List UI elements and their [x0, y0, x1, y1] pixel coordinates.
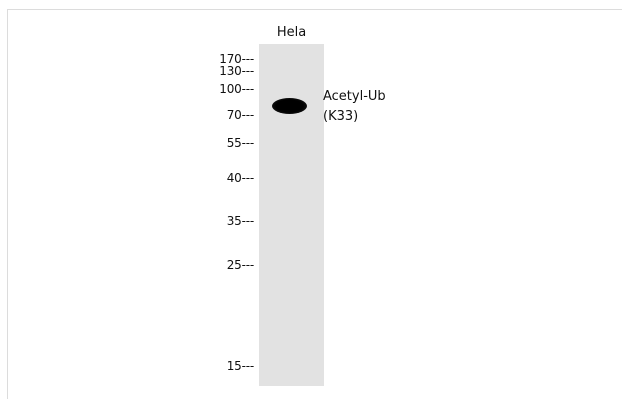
marker-40: 40--- [226, 171, 254, 185]
target-name: Acetyl-Ub [323, 89, 386, 104]
marker-100: 100--- [219, 82, 254, 96]
marker-70: 70--- [226, 108, 254, 122]
marker-170: 170--- [219, 52, 254, 66]
marker-35: 35--- [226, 214, 254, 228]
marker-25: 25--- [226, 258, 254, 272]
protein-band [272, 98, 307, 114]
frame-left-border [7, 9, 8, 399]
marker-55: 55--- [226, 136, 254, 150]
target-site: (K33) [323, 109, 359, 124]
marker-130: 130--- [219, 64, 254, 78]
frame-top-border [7, 9, 622, 10]
blot-lane [259, 44, 324, 386]
lane-label-hela: Hela [276, 25, 307, 40]
marker-15: 15--- [226, 359, 254, 373]
